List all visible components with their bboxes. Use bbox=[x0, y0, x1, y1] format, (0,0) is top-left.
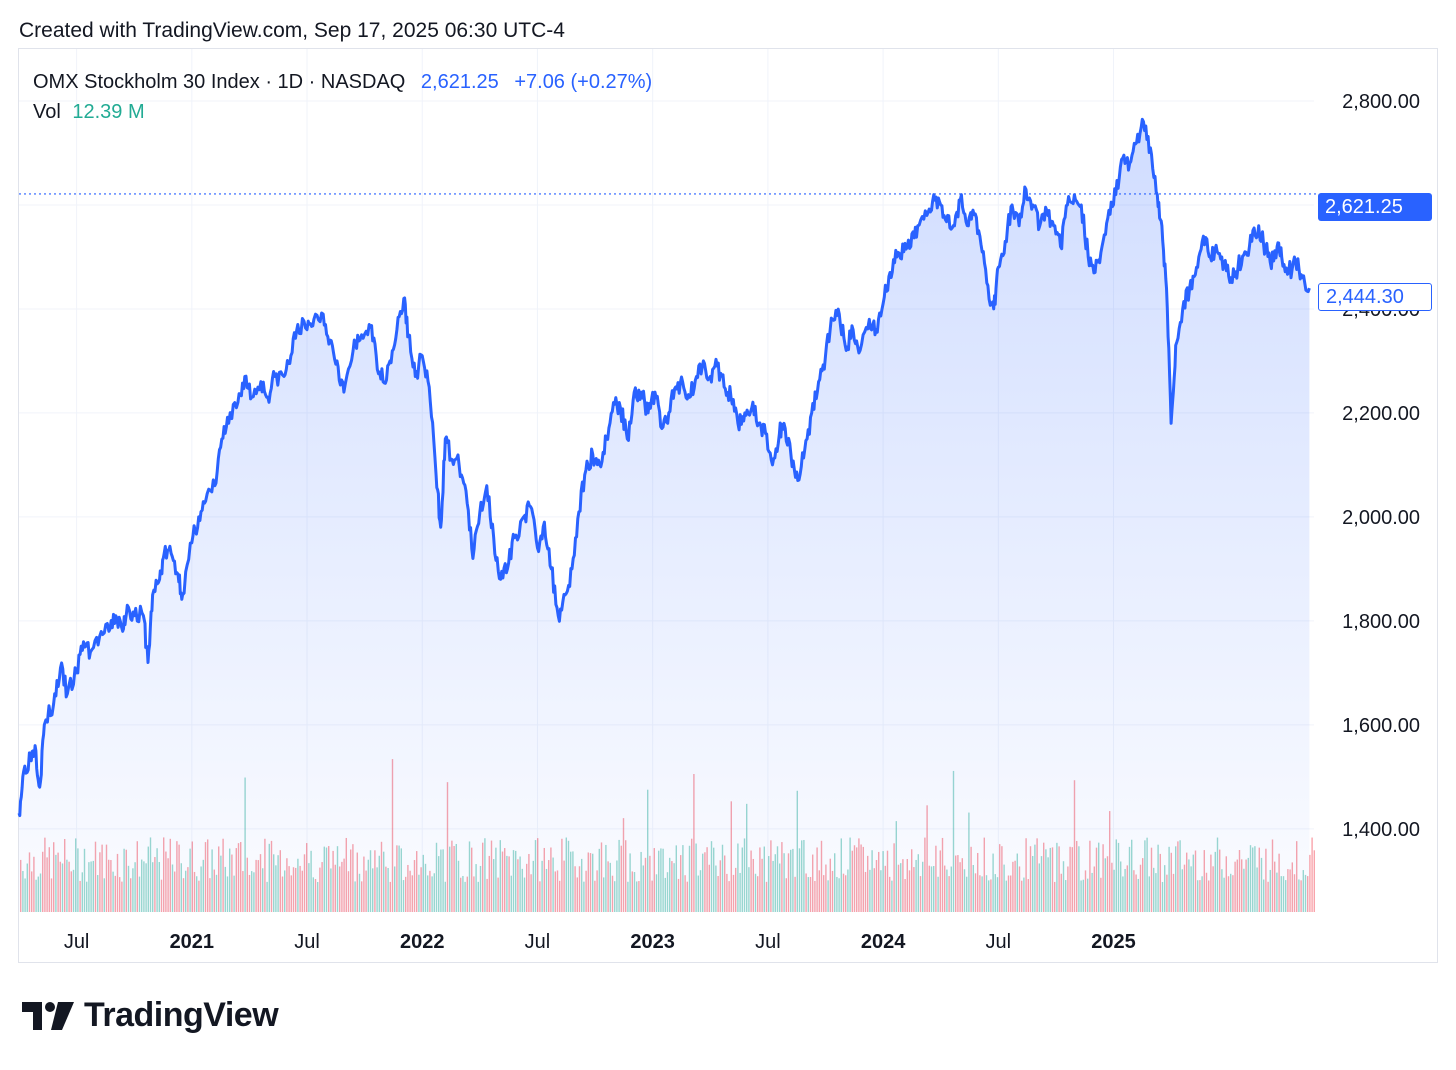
y-tick-label: 2,200.00 bbox=[1342, 403, 1420, 425]
x-tick-label: 2022 bbox=[400, 931, 445, 953]
last-price-badge: 2,621.25 bbox=[1318, 193, 1432, 221]
legend-change: +7.06 (+0.27%) bbox=[514, 71, 653, 93]
y-tick-label: 2,800.00 bbox=[1342, 91, 1420, 113]
volume-value: 12.39 M bbox=[72, 101, 145, 123]
x-axis: Jul 2021 Jul 2022 Jul 2023 Jul 2024 Jul 2025 bbox=[64, 931, 1136, 953]
y-axis: 1,400.00 1,600.00 1,800.00 2,000.00 2,200.00… bbox=[1342, 91, 1420, 841]
y-tick-label: 1,800.00 bbox=[1342, 611, 1420, 633]
x-tick-label: Jul bbox=[294, 931, 320, 953]
symbol-description[interactable]: OMX Stockholm 30 Index · 1D · NASDAQ bbox=[33, 71, 406, 93]
chart-frame[interactable] bbox=[18, 48, 1438, 963]
volume-bar bbox=[1309, 854, 1311, 912]
close-price-badge: 2,444.30 bbox=[1318, 283, 1432, 311]
y-tick-label: 1,400.00 bbox=[1342, 819, 1420, 841]
volume-bar bbox=[1313, 850, 1315, 912]
y-tick-label: 2,000.00 bbox=[1342, 507, 1420, 529]
created-with-caption: Created with TradingView.com, Sep 17, 20… bbox=[19, 19, 565, 42]
x-tick-label: Jul bbox=[64, 931, 90, 953]
x-tick-label: Jul bbox=[986, 931, 1012, 953]
x-tick-label: 2024 bbox=[861, 931, 906, 953]
y-tick-label: 1,600.00 bbox=[1342, 715, 1420, 737]
tradingview-wordmark: TradingView bbox=[84, 996, 279, 1034]
x-tick-label: 2023 bbox=[630, 931, 675, 953]
volume-bar bbox=[1311, 837, 1313, 912]
x-tick-label: 2025 bbox=[1091, 931, 1136, 953]
chart-legend: OMX Stockholm 30 Index · 1D · NASDAQ 2,6… bbox=[33, 67, 652, 127]
price-area-fill bbox=[19, 119, 1310, 913]
tradingview-logo-icon bbox=[22, 1001, 74, 1030]
volume-label[interactable]: Vol bbox=[33, 101, 61, 123]
x-tick-label: Jul bbox=[525, 931, 551, 953]
legend-price: 2,621.25 bbox=[420, 71, 499, 93]
price-line bbox=[17, 117, 1311, 818]
x-tick-label: Jul bbox=[755, 931, 781, 953]
tradingview-logo[interactable]: TradingView bbox=[22, 996, 279, 1035]
x-tick-label: 2021 bbox=[170, 931, 215, 953]
